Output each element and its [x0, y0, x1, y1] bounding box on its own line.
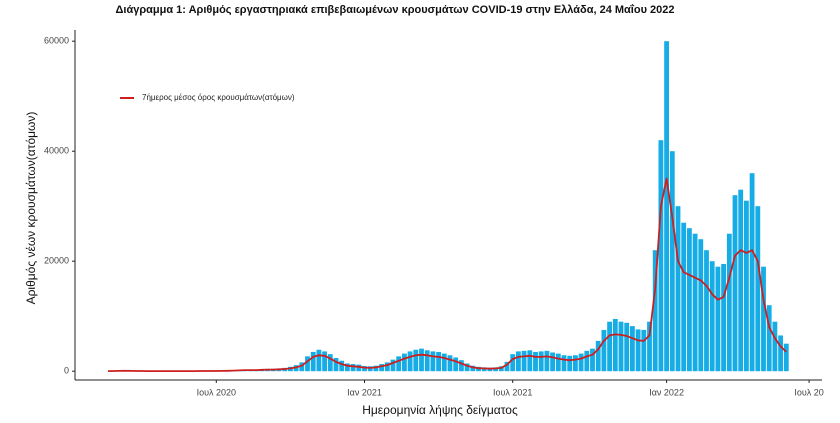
bar	[521, 350, 527, 372]
y-tick-label: 40000	[44, 146, 69, 156]
bar	[635, 329, 641, 372]
bar	[778, 335, 783, 372]
bar	[709, 261, 715, 372]
bar	[390, 359, 396, 372]
bar	[732, 195, 738, 372]
bar	[601, 329, 607, 372]
bar	[761, 266, 766, 372]
bar	[641, 329, 647, 372]
bar	[652, 250, 658, 372]
bar	[772, 321, 778, 372]
bar	[516, 351, 521, 372]
bar	[555, 353, 561, 372]
bar	[310, 351, 316, 372]
bar	[550, 352, 555, 372]
x-tick-label: Ιαν 2021	[347, 387, 382, 397]
x-tick-label: Ιουλ 20	[794, 387, 823, 397]
bar	[544, 350, 550, 372]
x-tick-label: Ιουλ 2020	[197, 387, 236, 397]
bar	[339, 360, 345, 372]
bar	[755, 206, 761, 372]
bar	[470, 365, 476, 372]
bar	[373, 365, 379, 372]
bar	[533, 351, 538, 372]
bar	[356, 364, 362, 372]
bar	[647, 321, 652, 372]
bar	[333, 358, 339, 372]
bar	[766, 305, 772, 372]
bar	[459, 360, 464, 372]
bar	[316, 349, 322, 372]
bar	[538, 351, 544, 372]
bar	[675, 206, 681, 372]
bar	[573, 355, 578, 372]
y-tick-label: 20000	[44, 256, 69, 266]
bar	[419, 348, 424, 372]
bar	[504, 361, 510, 372]
bar	[658, 140, 664, 372]
bar	[396, 356, 402, 372]
bar	[453, 357, 459, 372]
y-axis-label: Αριθμός νέων κρουσμάτων(ατόμων)	[24, 112, 38, 305]
bar	[721, 263, 726, 372]
bar	[624, 322, 630, 372]
x-tick-label: Ιαν 2022	[649, 387, 684, 397]
bar	[413, 349, 419, 372]
x-axis-label: Ημερομηνία λήψης δείγματος	[362, 403, 518, 417]
bar	[362, 365, 367, 372]
bar	[305, 356, 310, 372]
bar	[464, 363, 470, 372]
bar	[379, 364, 384, 372]
bar	[590, 348, 595, 372]
legend-label: 7ήμερος μέσος όρος κρουσμάτων(ατόμων)	[142, 93, 295, 102]
bar	[441, 353, 447, 372]
bar	[749, 173, 755, 372]
bar	[692, 233, 698, 372]
bar	[436, 351, 441, 372]
bar	[578, 353, 584, 372]
bar	[567, 355, 573, 372]
bar	[715, 266, 721, 372]
bar	[738, 189, 744, 372]
bar	[424, 350, 430, 372]
bar	[698, 239, 704, 372]
bar	[584, 350, 590, 372]
bar	[510, 354, 516, 372]
bar	[618, 321, 624, 372]
line-series	[107, 177, 787, 372]
bar	[407, 351, 413, 372]
bar	[664, 41, 669, 372]
bar	[726, 233, 732, 372]
chart-title: Διάγραμμα 1: Αριθμός εργαστηριακά επιβεβ…	[115, 4, 674, 16]
bar	[669, 151, 675, 372]
y-tick-label: 0	[64, 366, 69, 376]
bar	[430, 351, 436, 372]
bar	[322, 351, 327, 372]
bar	[345, 363, 350, 372]
bar	[783, 343, 789, 372]
bar	[299, 362, 305, 372]
bar	[595, 340, 601, 372]
bar	[744, 200, 749, 372]
y-tick-label: 60000	[44, 36, 69, 46]
x-tick-label: Ιουλ 2021	[493, 387, 532, 397]
bar	[402, 353, 407, 372]
bar	[607, 321, 612, 372]
bar	[561, 355, 567, 372]
bar	[350, 364, 356, 372]
bar	[704, 250, 709, 372]
bar	[681, 222, 687, 372]
bar	[612, 318, 618, 372]
bar	[327, 354, 333, 372]
bar	[630, 326, 635, 372]
bar	[447, 355, 453, 372]
bar	[527, 350, 533, 372]
bar	[687, 228, 692, 372]
bar	[384, 362, 390, 372]
